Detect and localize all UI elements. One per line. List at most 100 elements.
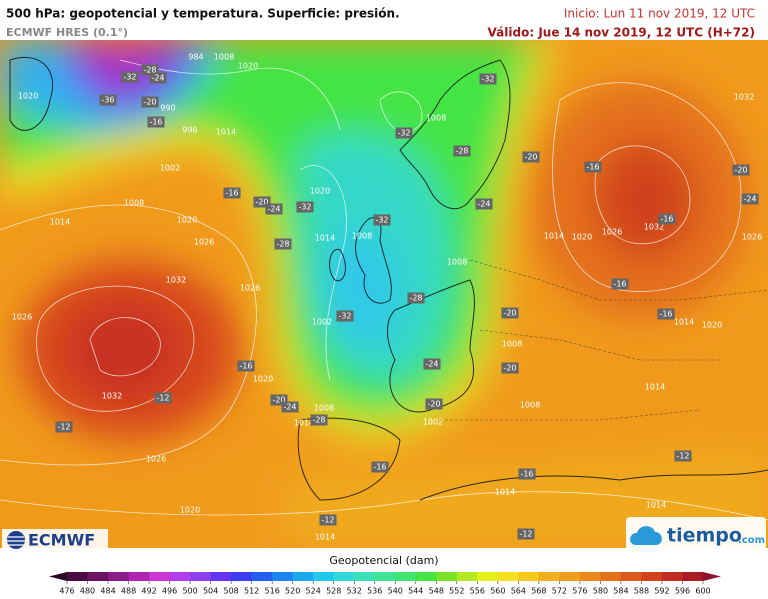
temperature-label: -24 (425, 360, 438, 369)
colorbar-tick-label: 540 (388, 587, 403, 596)
colorbar-tick-label: 484 (100, 587, 115, 596)
pressure-label: 1008 (214, 53, 234, 62)
colorbar-swatch (436, 572, 458, 581)
temperature-label: -20 (143, 98, 156, 107)
colorbar-tick-label: 552 (449, 587, 464, 596)
pressure-label: 1008 (352, 232, 372, 241)
pressure-label: 1026 (240, 284, 260, 293)
colorbar-swatch (682, 572, 704, 581)
colorbar-tick-label: 504 (203, 587, 218, 596)
colorbar-tick-label: 568 (531, 587, 546, 596)
temperature-label: -36 (101, 96, 114, 105)
pressure-label: 1014 (294, 419, 314, 428)
tiempo-logo: tiempo .com (626, 517, 766, 553)
temperature-box (253, 196, 271, 208)
pressure-label: 1014 (646, 501, 666, 510)
pressure-label: 1008 (520, 401, 540, 410)
colorbar-tick-label: 480 (80, 587, 95, 596)
colorbar-swatch (67, 572, 89, 581)
colorbar-swatch (477, 572, 499, 581)
colorbar-swatch (374, 572, 396, 581)
temperature-box (310, 414, 328, 426)
colorbar-tick-label: 592 (654, 587, 669, 596)
pressure-label: 1020 (180, 506, 200, 515)
temperature-box (453, 145, 471, 157)
temperature-label: -28 (455, 147, 468, 156)
temperature-box (270, 394, 288, 406)
temperature-label: -16 (613, 280, 626, 289)
temperature-label: -32 (481, 75, 494, 84)
temperature-label: -28 (143, 66, 156, 75)
temperature-label: -12 (321, 516, 334, 525)
colorbar-tick-label: 532 (347, 587, 362, 596)
colorbar-swatch (559, 572, 581, 581)
colorbar-tick-label: 524 (306, 587, 321, 596)
colorbar-swatch (313, 572, 335, 581)
pressure-label: 1026 (742, 233, 762, 242)
temperature-label: -32 (397, 129, 410, 138)
isobars (0, 59, 768, 521)
pressure-label: 1008 (447, 258, 467, 267)
pressure-label: 1014 (315, 234, 335, 243)
colorbar-tick-label: 556 (470, 587, 485, 596)
temperature-label: -24 (477, 200, 490, 209)
colorbar-swatch (251, 572, 273, 581)
temperature-label: -12 (519, 530, 532, 539)
temperature-label: -20 (272, 396, 285, 405)
temperature-label: -12 (57, 423, 70, 432)
colorbar-swatch (641, 572, 663, 581)
temperature-box (223, 187, 241, 199)
colorbar-tick-label: 560 (490, 587, 505, 596)
temperature-box (732, 164, 750, 176)
temperature-label: -28 (409, 294, 422, 303)
pressure-label: 1014 (495, 488, 515, 497)
colorbar-tick-label: 584 (613, 587, 628, 596)
colorbar-tick-label: 488 (121, 587, 136, 596)
legend-title: Geopotencial (dam) (329, 554, 438, 567)
temperature-box (611, 278, 629, 290)
colorbar-tick-label: 596 (675, 587, 690, 596)
temperature-label: -24 (151, 74, 164, 83)
temperature-label: -16 (659, 310, 672, 319)
pressure-label: 1014 (216, 128, 236, 137)
temperature-box (584, 161, 602, 173)
temperature-label: -20 (524, 153, 537, 162)
temperature-label: -32 (298, 203, 311, 212)
temperature-label: -32 (375, 216, 388, 225)
pressure-label: 1032 (734, 93, 754, 102)
ecmwf-text: ECMWF (28, 531, 95, 550)
model-label: ECMWF HRES (0.1°) (6, 26, 128, 39)
pressure-label: 1032 (644, 223, 664, 232)
colorbar-tick-label: 508 (223, 587, 238, 596)
colorbar: 476 480 484 488 492 496 500 504 508 512 516 520 524 5… (49, 572, 721, 596)
pressure-label: 1020 (572, 233, 592, 242)
temperature-box (658, 213, 676, 225)
temperature-box (741, 193, 759, 205)
colorbar-tick-label: 600 (695, 587, 710, 596)
colorbar-swatch (579, 572, 601, 581)
pressure-label: 1020 (702, 321, 722, 330)
pressure-label: 1020 (18, 92, 38, 101)
temperature-box (265, 203, 283, 215)
pressure-label: 1008 (124, 199, 144, 208)
init-time: Inicio: Lun 11 nov 2019, 12 UTC (564, 7, 755, 21)
colorbar-swatch (190, 572, 212, 581)
colorbar-tick-label: 516 (265, 587, 280, 596)
temperature-label: -28 (276, 240, 289, 249)
temperature-box (121, 71, 139, 83)
tiempo-domain: .com (738, 535, 765, 546)
temperature-box (319, 514, 337, 526)
pressure-label: 1008 (426, 114, 446, 123)
map-field: 984 1008 1020 1020 990 996 1014 1002 100… (0, 40, 768, 548)
temperature-box (501, 307, 519, 319)
pressure-label: 1014 (544, 232, 564, 241)
pressure-label: 1026 (146, 455, 166, 464)
temperature-label: -16 (149, 118, 162, 127)
temperature-box (141, 96, 159, 108)
colorbar-tick-label: 588 (634, 587, 649, 596)
temperature-label: -24 (743, 195, 756, 204)
temperature-box (237, 360, 255, 372)
temperature-label: -24 (283, 403, 296, 412)
